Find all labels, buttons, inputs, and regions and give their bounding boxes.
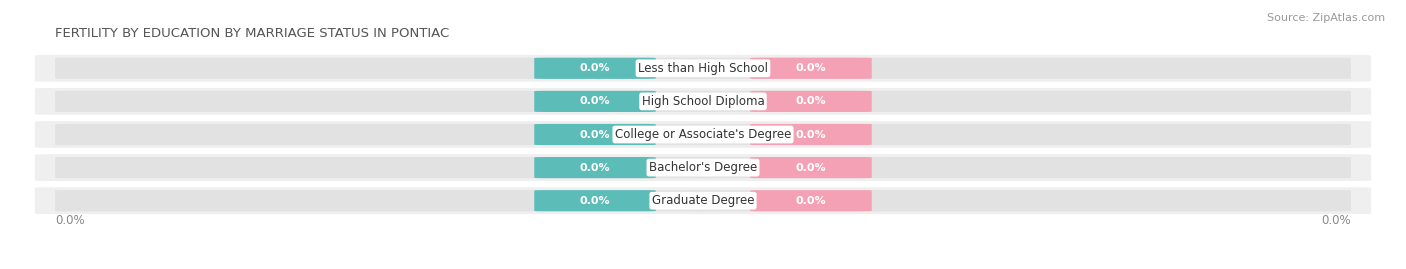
Text: College or Associate's Degree: College or Associate's Degree bbox=[614, 128, 792, 141]
FancyBboxPatch shape bbox=[689, 124, 1351, 145]
FancyBboxPatch shape bbox=[55, 190, 717, 211]
Text: 0.0%: 0.0% bbox=[579, 196, 610, 206]
Text: Bachelor's Degree: Bachelor's Degree bbox=[650, 161, 756, 174]
Text: 0.0%: 0.0% bbox=[796, 196, 827, 206]
Text: High School Diploma: High School Diploma bbox=[641, 95, 765, 108]
FancyBboxPatch shape bbox=[534, 157, 655, 178]
FancyBboxPatch shape bbox=[35, 187, 1371, 214]
Text: 0.0%: 0.0% bbox=[1322, 214, 1351, 227]
FancyBboxPatch shape bbox=[35, 88, 1371, 115]
Text: 0.0%: 0.0% bbox=[796, 129, 827, 140]
FancyBboxPatch shape bbox=[55, 157, 717, 178]
Text: Source: ZipAtlas.com: Source: ZipAtlas.com bbox=[1267, 13, 1385, 23]
Text: 0.0%: 0.0% bbox=[796, 63, 827, 73]
FancyBboxPatch shape bbox=[534, 190, 655, 211]
FancyBboxPatch shape bbox=[534, 124, 655, 145]
FancyBboxPatch shape bbox=[689, 157, 1351, 178]
FancyBboxPatch shape bbox=[55, 58, 717, 79]
Text: 0.0%: 0.0% bbox=[55, 214, 84, 227]
FancyBboxPatch shape bbox=[689, 91, 1351, 112]
Text: 0.0%: 0.0% bbox=[579, 96, 610, 107]
FancyBboxPatch shape bbox=[689, 58, 1351, 79]
FancyBboxPatch shape bbox=[35, 154, 1371, 181]
Text: 0.0%: 0.0% bbox=[579, 129, 610, 140]
FancyBboxPatch shape bbox=[751, 91, 872, 112]
Text: FERTILITY BY EDUCATION BY MARRIAGE STATUS IN PONTIAC: FERTILITY BY EDUCATION BY MARRIAGE STATU… bbox=[55, 27, 450, 40]
Text: 0.0%: 0.0% bbox=[579, 63, 610, 73]
Text: 0.0%: 0.0% bbox=[579, 162, 610, 173]
FancyBboxPatch shape bbox=[35, 121, 1371, 148]
FancyBboxPatch shape bbox=[689, 190, 1351, 211]
FancyBboxPatch shape bbox=[55, 91, 717, 112]
FancyBboxPatch shape bbox=[534, 91, 655, 112]
FancyBboxPatch shape bbox=[751, 58, 872, 79]
FancyBboxPatch shape bbox=[55, 124, 717, 145]
Text: 0.0%: 0.0% bbox=[796, 96, 827, 107]
FancyBboxPatch shape bbox=[751, 124, 872, 145]
Text: 0.0%: 0.0% bbox=[796, 162, 827, 173]
FancyBboxPatch shape bbox=[751, 157, 872, 178]
Text: Less than High School: Less than High School bbox=[638, 62, 768, 75]
FancyBboxPatch shape bbox=[534, 58, 655, 79]
FancyBboxPatch shape bbox=[35, 55, 1371, 82]
FancyBboxPatch shape bbox=[751, 190, 872, 211]
Text: Graduate Degree: Graduate Degree bbox=[652, 194, 754, 207]
